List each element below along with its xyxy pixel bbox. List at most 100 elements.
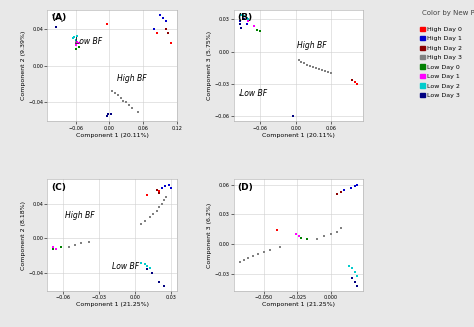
Point [70, 34, 78, 40]
Point [159, 15, 166, 20]
Point [161, 184, 169, 189]
Text: Low BF: Low BF [75, 37, 102, 45]
Point [137, 222, 145, 227]
Point [104, 112, 111, 117]
Point [160, 283, 168, 288]
Point [303, 62, 311, 67]
Point [107, 111, 114, 116]
Point [57, 244, 64, 250]
Point [260, 250, 267, 255]
Point [297, 235, 305, 241]
Point [351, 79, 358, 84]
Point [149, 211, 157, 216]
Point [236, 259, 243, 265]
Text: (C): (C) [51, 183, 66, 192]
Point [72, 46, 80, 52]
Point [128, 105, 136, 111]
Point [151, 26, 158, 31]
Point [348, 77, 356, 82]
Point [65, 244, 73, 250]
Point [245, 17, 252, 22]
Point [251, 23, 258, 28]
Point [292, 232, 300, 237]
Point [120, 98, 128, 103]
Point [72, 43, 80, 48]
Point [162, 19, 169, 24]
Point [312, 65, 320, 70]
Point [319, 67, 326, 73]
Point [237, 21, 244, 26]
Point [154, 31, 161, 36]
Point [141, 218, 148, 224]
Point [240, 17, 247, 22]
Point [164, 31, 172, 36]
Text: High BF: High BF [297, 41, 326, 50]
Point [137, 260, 145, 265]
Point [324, 69, 332, 75]
Point [237, 12, 245, 18]
Point [49, 246, 57, 251]
Point [354, 273, 361, 279]
Point [160, 198, 168, 203]
Point [153, 187, 161, 192]
Point [337, 190, 345, 195]
X-axis label: Component 1 (21.25%): Component 1 (21.25%) [76, 302, 149, 307]
Point [143, 263, 151, 268]
Point [346, 264, 353, 269]
Point [354, 81, 361, 87]
Point [320, 233, 328, 239]
Point [348, 266, 356, 271]
X-axis label: Component 1 (20.11%): Component 1 (20.11%) [76, 133, 149, 138]
Point [266, 248, 274, 253]
Point [72, 37, 80, 43]
Point [52, 246, 60, 251]
Point [301, 61, 308, 66]
Y-axis label: Component 2 (9.39%): Component 2 (9.39%) [21, 31, 26, 100]
Point [273, 228, 281, 233]
Point [307, 63, 314, 68]
Point [163, 194, 170, 199]
Point [111, 91, 119, 96]
Point [143, 267, 151, 272]
Point [254, 27, 261, 33]
Point [153, 208, 161, 213]
Point [249, 253, 257, 259]
Text: High BF: High BF [65, 211, 95, 220]
Point [315, 66, 323, 72]
Point [86, 239, 93, 244]
Point [327, 71, 335, 76]
Point [337, 190, 345, 195]
Text: (D): (D) [237, 183, 253, 192]
Point [71, 243, 79, 248]
Point [49, 12, 57, 18]
Point [148, 270, 156, 276]
Point [167, 185, 175, 191]
Point [77, 241, 85, 246]
Text: (A): (A) [51, 13, 66, 22]
Point [340, 188, 348, 193]
Point [351, 269, 359, 275]
Point [158, 201, 165, 206]
Point [347, 186, 355, 191]
Point [244, 15, 251, 21]
Point [236, 92, 243, 97]
Point [276, 245, 283, 250]
Point [354, 182, 361, 187]
Point [245, 19, 252, 24]
Point [167, 40, 175, 45]
Point [156, 12, 164, 18]
Point [298, 60, 305, 65]
Point [73, 39, 81, 44]
Point [103, 114, 110, 119]
Point [114, 93, 122, 98]
X-axis label: Component 1 (20.11%): Component 1 (20.11%) [262, 133, 335, 138]
Point [310, 64, 317, 69]
Point [236, 19, 243, 24]
Point [155, 191, 163, 196]
Point [351, 279, 359, 284]
Point [303, 237, 310, 242]
Legend: High Day 0, High Day 1, High Day 2, High Day 3, Low Day 0, Low Day 1, Low Day 2,: High Day 0, High Day 1, High Day 2, High… [420, 27, 463, 98]
Point [49, 244, 57, 250]
Point [52, 17, 60, 22]
Point [295, 233, 302, 239]
